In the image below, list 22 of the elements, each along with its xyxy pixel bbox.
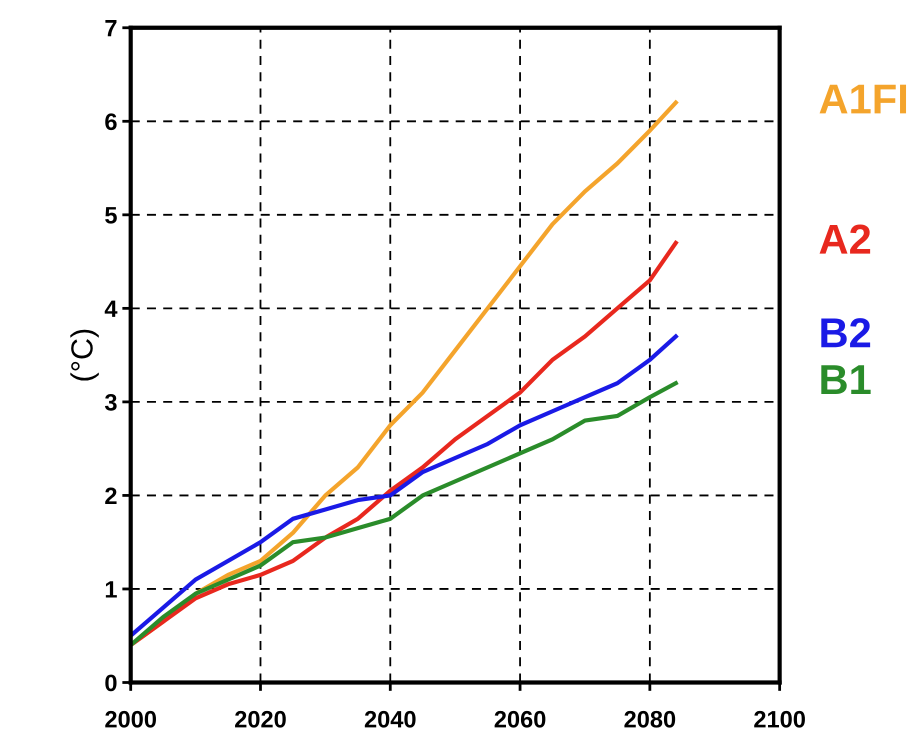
y-tick-label: 3 bbox=[104, 394, 117, 411]
y-tick-label: 2 bbox=[105, 487, 117, 504]
x-tick-label: 2020 bbox=[235, 710, 286, 728]
x-tick-label: 2060 bbox=[494, 710, 546, 728]
text: B1 bbox=[821, 365, 871, 394]
line-series bbox=[130, 381, 678, 648]
x-tick-label: 2100 bbox=[754, 710, 805, 728]
y-tick-label: 6 bbox=[105, 113, 117, 130]
text: A2 bbox=[820, 224, 870, 254]
text: A1FI bbox=[820, 84, 906, 114]
x-tick-label: 2080 bbox=[624, 710, 676, 728]
line-series bbox=[130, 240, 678, 648]
y-tick-label: 4 bbox=[104, 300, 118, 317]
y-tick-label: 7 bbox=[105, 20, 116, 36]
x-tick-label: 2040 bbox=[364, 710, 416, 728]
text: B2 bbox=[821, 318, 870, 348]
line-series bbox=[130, 334, 678, 638]
y-tick-label: 1 bbox=[106, 581, 117, 598]
y-tick-label: 5 bbox=[105, 207, 117, 224]
x-tick-label: 2000 bbox=[105, 710, 156, 728]
y-tick-label: 0 bbox=[105, 674, 117, 692]
y-axis-title: (°C) bbox=[70, 330, 99, 381]
